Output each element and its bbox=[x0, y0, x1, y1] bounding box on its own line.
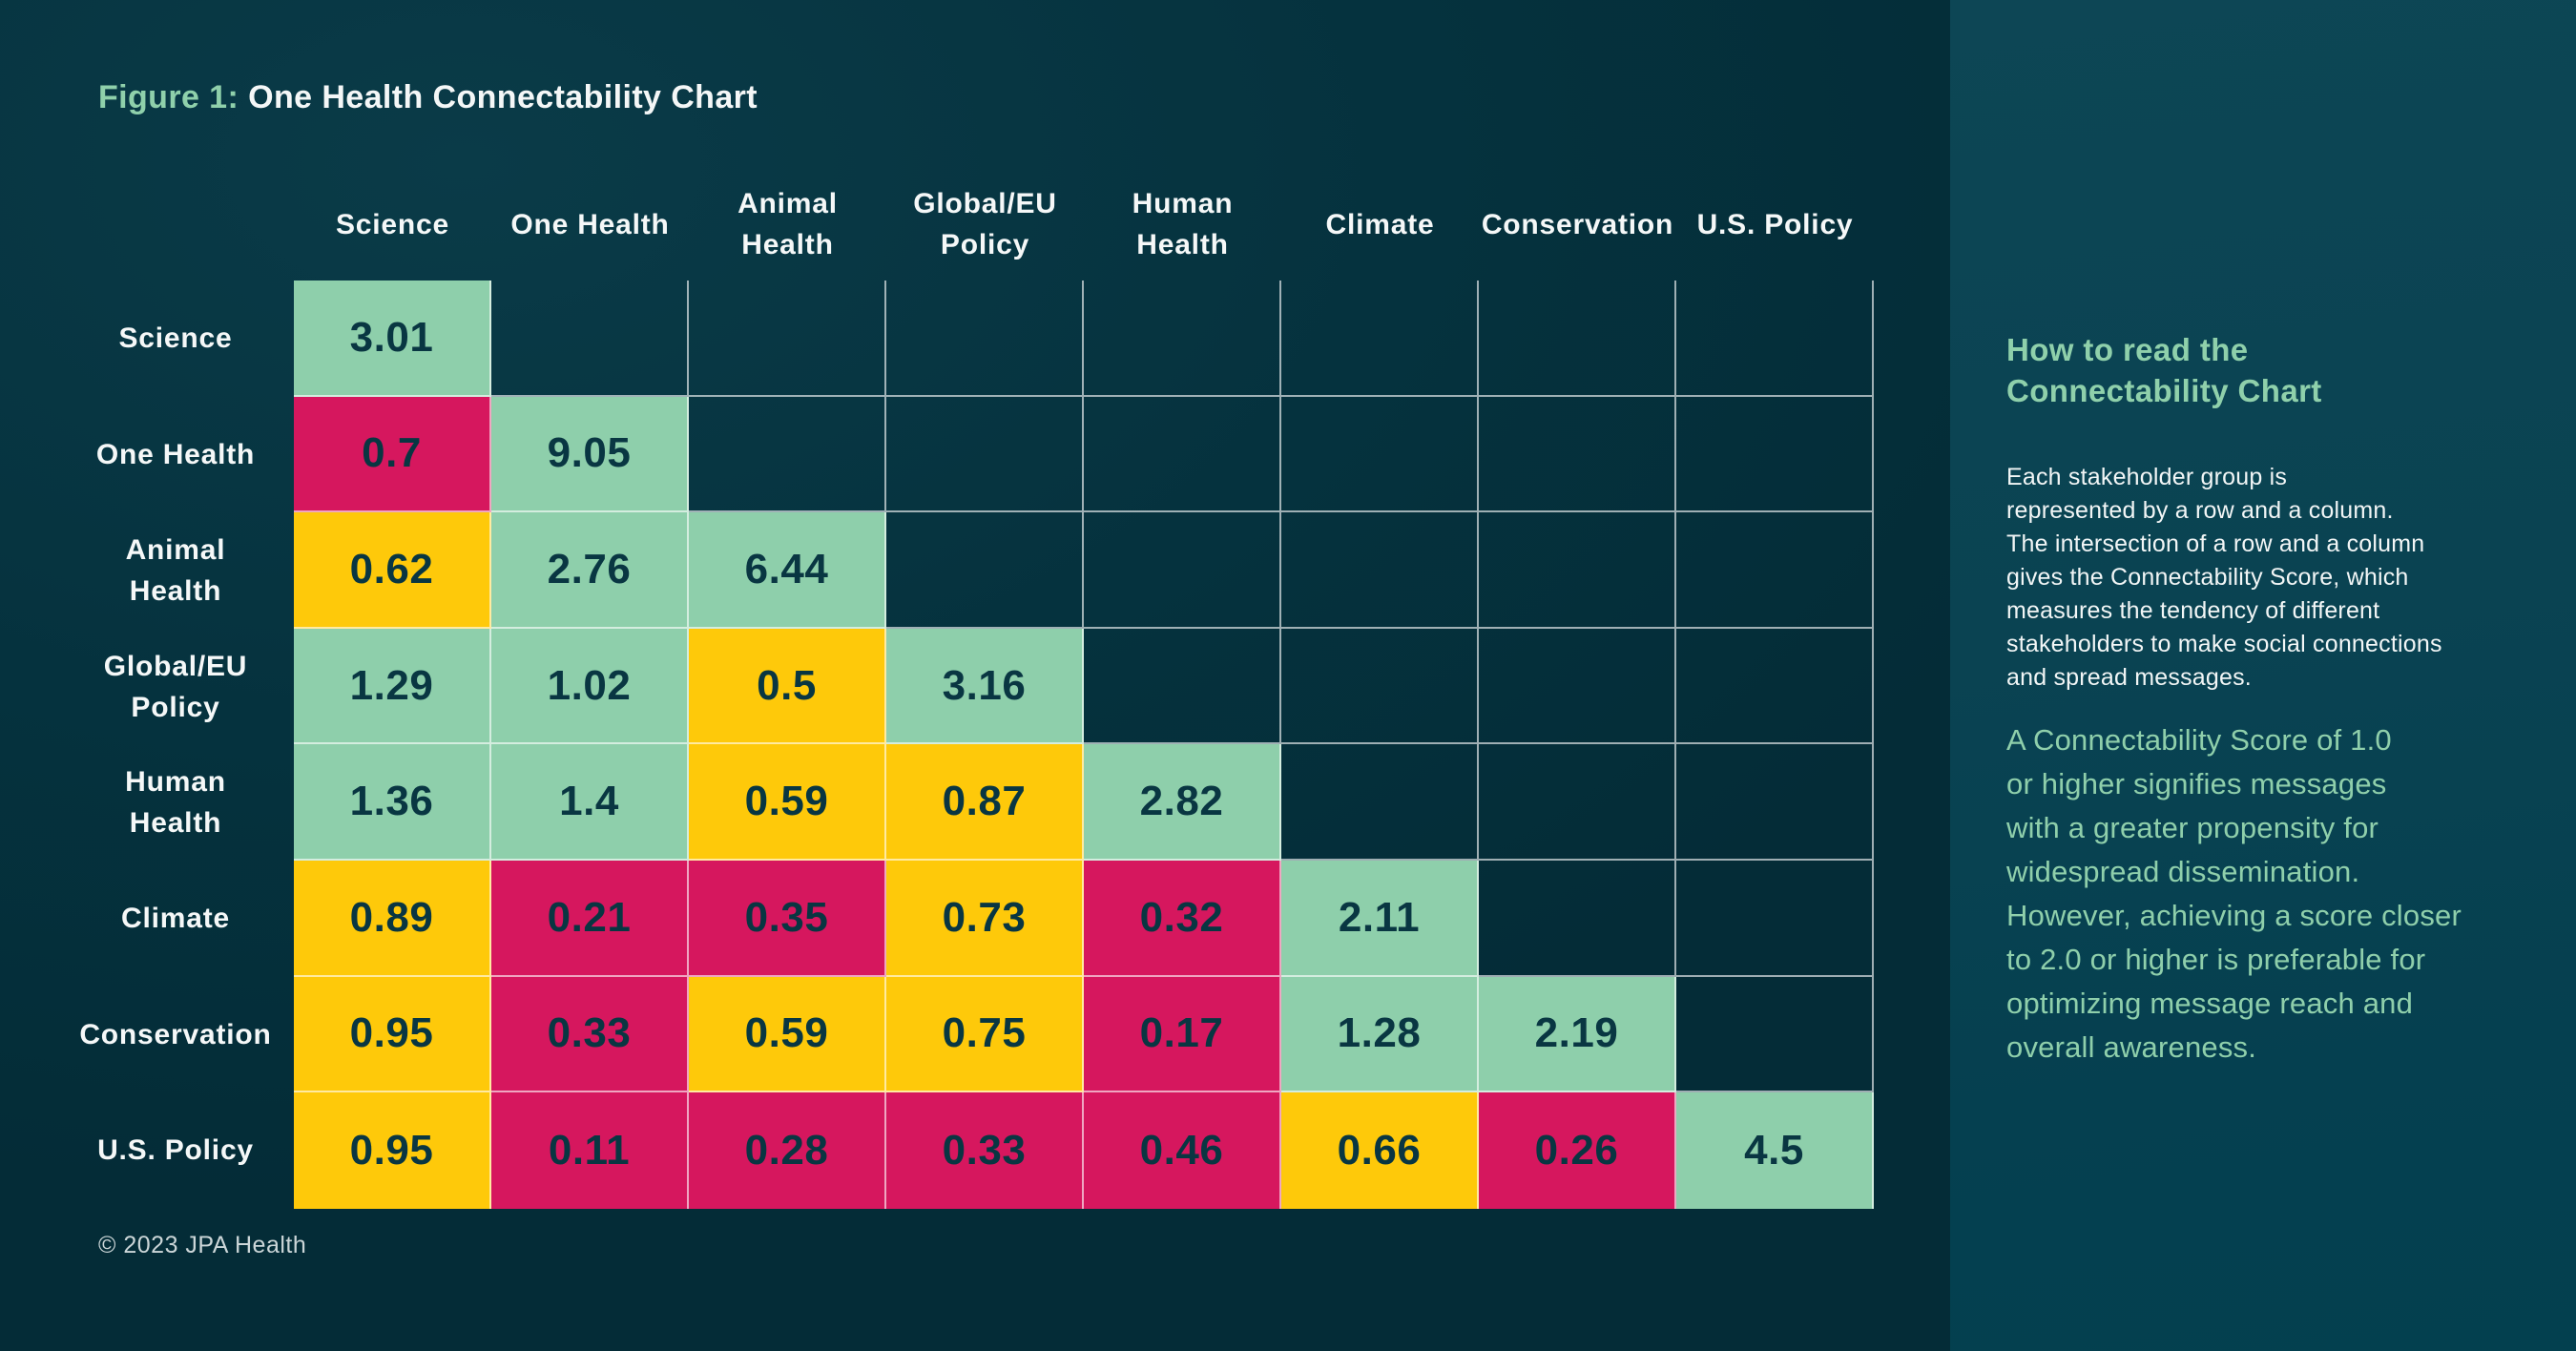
matrix-cell-conservation-human-health: 0.17 bbox=[1084, 976, 1281, 1093]
explainer-body-text: Each stakeholder group is represented by… bbox=[2006, 464, 2442, 691]
column-header-global-eu-policy: Global/EU Policy bbox=[913, 188, 1057, 260]
column-header-climate: Climate bbox=[1325, 208, 1435, 240]
matrix-cell-u-s-policy-human-health: 0.46 bbox=[1084, 1092, 1281, 1209]
matrix-cell-one-health-one-health: 9.05 bbox=[491, 396, 689, 513]
explainer-callout-text: A Connectability Score of 1.0 or higher … bbox=[2006, 723, 2462, 1064]
row-header-animal-health: Animal Health bbox=[125, 533, 226, 607]
matrix-cell-empty bbox=[1676, 976, 1874, 1093]
matrix-cell-human-health-one-health: 1.4 bbox=[491, 744, 689, 861]
matrix-cell-empty bbox=[1281, 628, 1479, 745]
matrix-cell-empty bbox=[1479, 396, 1676, 513]
matrix-cell-science-science: 3.01 bbox=[294, 281, 491, 397]
column-header-u-s-policy: U.S. Policy bbox=[1696, 208, 1854, 240]
matrix-cell-empty bbox=[1676, 396, 1874, 513]
matrix-cell-empty bbox=[1676, 860, 1874, 977]
matrix-cell-u-s-policy-one-health: 0.11 bbox=[491, 1092, 689, 1209]
matrix-cell-conservation-science: 0.95 bbox=[294, 976, 491, 1093]
matrix-cell-u-s-policy-climate: 0.66 bbox=[1281, 1092, 1479, 1209]
matrix-cell-conservation-animal-health: 0.59 bbox=[689, 976, 886, 1093]
matrix-cell-empty bbox=[1479, 281, 1676, 397]
matrix-cell-animal-health-science: 0.62 bbox=[294, 512, 491, 629]
matrix-cell-climate-animal-health: 0.35 bbox=[689, 860, 886, 977]
matrix-cell-empty bbox=[886, 512, 1084, 629]
figure-title: Figure 1: One Health Connectability Chart bbox=[98, 78, 758, 116]
column-header-human-health: Human Health bbox=[1132, 188, 1234, 260]
matrix-cell-empty bbox=[1676, 628, 1874, 745]
figure-number-label: Figure 1: bbox=[98, 79, 239, 115]
matrix-cell-u-s-policy-science: 0.95 bbox=[294, 1092, 491, 1209]
matrix-cell-empty bbox=[491, 281, 689, 397]
matrix-corner-spacer bbox=[57, 168, 294, 281]
figure-title-text: One Health Connectability Chart bbox=[248, 79, 758, 115]
matrix-cell-climate-climate: 2.11 bbox=[1281, 860, 1479, 977]
matrix-cell-empty bbox=[1084, 281, 1281, 397]
matrix-cell-human-health-human-health: 2.82 bbox=[1084, 744, 1281, 861]
matrix-cell-empty bbox=[1084, 628, 1281, 745]
matrix-cell-conservation-conservation: 2.19 bbox=[1479, 976, 1676, 1093]
explainer-heading: How to read the Connectability Chart bbox=[2006, 332, 2322, 408]
matrix-cell-empty bbox=[1676, 744, 1874, 861]
matrix-cell-climate-global-eu-policy: 0.73 bbox=[886, 860, 1084, 977]
matrix-cell-empty bbox=[1479, 860, 1676, 977]
column-header-science: Science bbox=[335, 208, 449, 240]
matrix-cell-global-eu-policy-global-eu-policy: 3.16 bbox=[886, 628, 1084, 745]
copyright-notice: © 2023 JPA Health bbox=[98, 1232, 307, 1258]
matrix-cell-global-eu-policy-one-health: 1.02 bbox=[491, 628, 689, 745]
row-header-u-s-policy: U.S. Policy bbox=[97, 1134, 254, 1167]
matrix-cell-climate-one-health: 0.21 bbox=[491, 860, 689, 977]
matrix-cell-u-s-policy-global-eu-policy: 0.33 bbox=[886, 1092, 1084, 1209]
matrix-cell-empty bbox=[1084, 396, 1281, 513]
row-header-one-health: One Health bbox=[95, 438, 256, 470]
matrix-cell-global-eu-policy-science: 1.29 bbox=[294, 628, 491, 745]
matrix-cell-climate-science: 0.89 bbox=[294, 860, 491, 977]
matrix-cell-empty bbox=[689, 396, 886, 513]
connectability-matrix: Science One Health Animal Health Global/EU … bbox=[57, 168, 1874, 1209]
column-header-animal-health: Animal Health bbox=[737, 188, 838, 260]
column-header-conservation: Conservation bbox=[1481, 208, 1674, 240]
matrix-cell-u-s-policy-u-s-policy: 4.5 bbox=[1676, 1092, 1874, 1209]
matrix-cell-empty bbox=[1084, 512, 1281, 629]
matrix-cell-human-health-science: 1.36 bbox=[294, 744, 491, 861]
matrix-cell-human-health-animal-health: 0.59 bbox=[689, 744, 886, 861]
matrix-cell-empty bbox=[1479, 744, 1676, 861]
row-header-climate: Climate bbox=[121, 903, 230, 935]
matrix-cell-empty bbox=[1281, 512, 1479, 629]
matrix-cell-conservation-one-health: 0.33 bbox=[491, 976, 689, 1093]
row-header-conservation: Conservation bbox=[79, 1018, 272, 1050]
matrix-cell-empty bbox=[886, 281, 1084, 397]
matrix-cell-empty bbox=[1281, 744, 1479, 861]
matrix-cell-empty bbox=[1479, 628, 1676, 745]
row-header-science: Science bbox=[118, 322, 233, 355]
row-header-human-health: Human Health bbox=[125, 766, 226, 840]
matrix-cell-empty bbox=[1676, 281, 1874, 397]
matrix-cell-empty bbox=[1281, 281, 1479, 397]
matrix-cell-climate-human-health: 0.32 bbox=[1084, 860, 1281, 977]
matrix-cell-conservation-climate: 1.28 bbox=[1281, 976, 1479, 1093]
column-header-one-health: One Health bbox=[510, 208, 670, 240]
matrix-cell-empty bbox=[1281, 396, 1479, 513]
matrix-cell-u-s-policy-conservation: 0.26 bbox=[1479, 1092, 1676, 1209]
matrix-cell-conservation-global-eu-policy: 0.75 bbox=[886, 976, 1084, 1093]
matrix-cell-u-s-policy-animal-health: 0.28 bbox=[689, 1092, 886, 1209]
matrix-cell-animal-health-animal-health: 6.44 bbox=[689, 512, 886, 629]
explainer-panel bbox=[1950, 0, 2576, 1351]
matrix-cell-one-health-science: 0.7 bbox=[294, 396, 491, 513]
matrix-cell-empty bbox=[1676, 512, 1874, 629]
matrix-cell-empty bbox=[886, 396, 1084, 513]
matrix-cell-empty bbox=[689, 281, 886, 397]
matrix-cell-global-eu-policy-animal-health: 0.5 bbox=[689, 628, 886, 745]
matrix-cell-animal-health-one-health: 2.76 bbox=[491, 512, 689, 629]
row-header-global-eu-policy: Global/EU Policy bbox=[103, 650, 248, 723]
matrix-cell-empty bbox=[1479, 512, 1676, 629]
matrix-cell-human-health-global-eu-policy: 0.87 bbox=[886, 744, 1084, 861]
